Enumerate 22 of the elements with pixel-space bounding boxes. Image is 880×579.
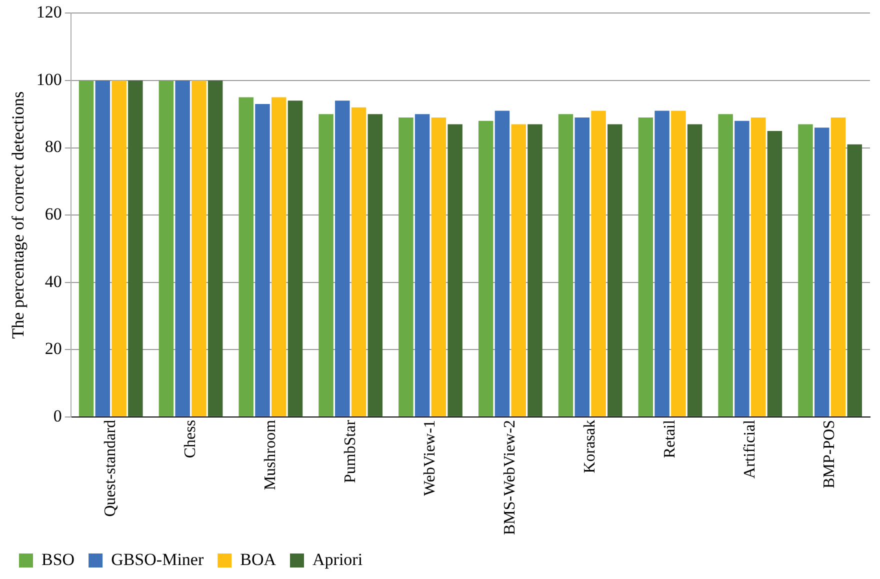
x-tick-label: WebView-1: [422, 420, 439, 496]
y-axis-title: The percentage of correct detections: [8, 91, 28, 339]
legend-label: Apriori: [312, 550, 363, 569]
legend-label: BOA: [240, 550, 277, 569]
x-tick-label: Retail: [661, 419, 678, 458]
x-tick-label: Mushroom: [262, 419, 279, 490]
x-tick-label: Korasak: [582, 420, 599, 474]
x-tick-label: BMS-WebView-2: [502, 420, 519, 536]
y-tick-label: 0: [53, 406, 62, 426]
x-tick-label: BMP-POS: [821, 420, 838, 488]
x-tick-label: Chess: [182, 420, 199, 458]
x-tick-label: PumbStar: [342, 419, 359, 484]
x-tick-label: Quest-standard: [102, 420, 120, 517]
y-tick-label: 60: [44, 204, 62, 224]
y-tick-label: 100: [36, 70, 62, 89]
y-tick-label: 80: [44, 137, 62, 156]
y-tick-label: 40: [44, 272, 62, 291]
legend-label: GBSO-Miner: [111, 550, 204, 569]
y-tick-label: 20: [44, 339, 62, 358]
legend-label: BSO: [42, 550, 75, 569]
x-tick-label: Artificial: [741, 419, 758, 479]
y-tick-label: 120: [36, 2, 62, 22]
